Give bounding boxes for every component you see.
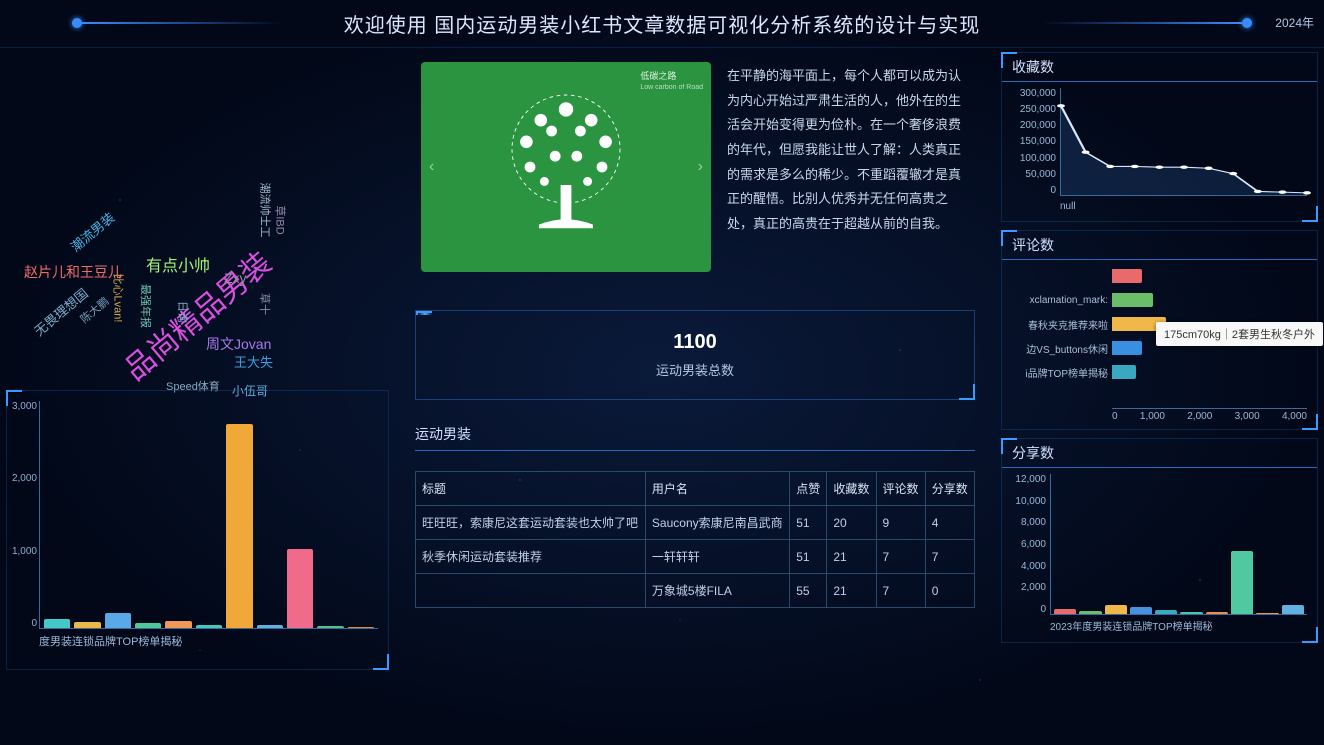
table-cell [416,574,646,608]
table-cell: 55 [790,574,827,608]
hbar-row[interactable]: i品牌TOP榜单揭秘 [1012,360,1307,384]
table-cell: 旺旺旺，索康尼这套运动套装也太帅了吧 [416,506,646,540]
table-cell: 7 [925,540,974,574]
bar[interactable] [1079,611,1101,614]
table-header: 标题 [416,472,646,506]
bar[interactable] [1256,613,1278,614]
bar[interactable] [1105,605,1127,614]
comments-hbar-chart: 评论数 175cm70kg｜2套男生秋冬户外 xclamation_mark:春… [1001,230,1318,430]
bar[interactable] [74,622,100,628]
wordcloud-word: 潮流男装 [66,208,118,256]
bar[interactable] [165,621,191,628]
table-cell: 0 [925,574,974,608]
table-header: 收藏数 [827,472,876,506]
wordcloud-word: 潮流帅士工 [258,183,274,238]
bar[interactable] [1130,607,1152,614]
wordcloud-word: 王大失 [234,352,273,371]
metric-box: 1100 运动男装总数 [415,310,975,400]
table-cell: Saucony索康尼南昌武商 [645,506,789,540]
table-title: 运动男装 [415,418,975,451]
hbar-label: i品牌TOP榜单揭秘 [1012,365,1108,380]
bar[interactable] [1206,612,1228,614]
bar[interactable] [1180,612,1202,614]
image-subtitle: 低碳之路 Low carbon of Road [640,70,703,92]
table-cell: 21 [827,574,876,608]
table-cell: 4 [925,506,974,540]
wordcloud-word: 最强年报 [138,284,154,328]
carousel-next-icon[interactable]: › [694,154,707,180]
table-cell: 21 [827,540,876,574]
data-table-panel: 运动男装 标题用户名点赞收藏数评论数分享数 旺旺旺，索康尼这套运动套装也太帅了吧… [415,418,975,737]
wordcloud-panel: 品尚精品男装有点小帅赵片儿和王豆儿潮流男装无畏理想国周文Jovan王大失小伍哥S… [6,52,389,382]
table-cell: 51 [790,540,827,574]
table-row[interactable]: 秋季休闲运动套装推荐一轩轩轩512177 [416,540,975,574]
table-header: 分享数 [925,472,974,506]
shares-bar-chart: 分享数 02,0004,0006,0008,00010,00012,000 20… [1001,438,1318,643]
tree-icon [476,77,656,257]
favorites-title: 收藏数 [1002,53,1317,82]
table-cell: 9 [876,506,925,540]
wordcloud-word: 日询 [175,301,191,323]
shares-title: 分享数 [1002,439,1317,468]
table-scroll[interactable]: 标题用户名点赞收藏数评论数分享数 旺旺旺，索康尼这套运动套装也太帅了吧Sauco… [415,471,975,681]
metric-label: 运动男装总数 [656,360,734,379]
left-bar-x-label: 度男装连锁品牌TOP榜单揭秘 [39,633,182,649]
bar[interactable] [44,619,70,628]
wordcloud-word: Zxy [224,270,247,286]
wordcloud-word: 草IBD [273,205,289,234]
bar[interactable] [105,613,131,628]
bar[interactable] [348,627,374,629]
bar[interactable] [287,549,313,628]
bar[interactable] [135,623,161,628]
wordcloud-word: 比心Lvan! [110,274,126,323]
hbar-row[interactable]: xclamation_mark: [1012,288,1307,312]
bar[interactable] [1231,551,1253,614]
featured-image[interactable]: ‹ 低碳之路 Low carbo [421,62,711,272]
table-row[interactable]: 万象城5楼FILA552170 [416,574,975,608]
hbar-label: 春秋夹克推荐来啦 [1012,317,1108,332]
table-cell: 万象城5楼FILA [645,574,789,608]
table-cell: 20 [827,506,876,540]
comments-title: 评论数 [1002,231,1317,260]
wordcloud-word: 草十 [257,293,273,315]
bar[interactable] [1282,605,1304,614]
header-date: 2024年 [1275,14,1314,31]
center-image-row: ‹ 低碳之路 Low carbo [421,62,969,282]
left-bar-chart: 01,0002,0003,000 度男装连锁品牌TOP榜单揭秘 [6,390,389,670]
image-description: 在平静的海平面上，每个人都可以成为认为内心开始过严肃生活的人，他外在的生活会开始… [727,62,969,282]
bar[interactable] [226,424,252,628]
bar[interactable] [1054,609,1076,614]
metric-value: 1100 [673,331,716,354]
wordcloud-word: 周文Jovan [206,334,271,354]
favorites-x-label: null [1060,201,1076,212]
data-table: 标题用户名点赞收藏数评论数分享数 旺旺旺，索康尼这套运动套装也太帅了吧Sauco… [415,471,975,608]
table-cell: 一轩轩轩 [645,540,789,574]
hbar-row[interactable] [1012,264,1307,288]
wordcloud-word: 赵片儿和王豆儿 [24,262,122,282]
header: 欢迎使用 国内运动男装小红书文章数据可视化分析系统的设计与实现 2024年 [0,0,1324,48]
table-header: 点赞 [790,472,827,506]
table-row[interactable]: 旺旺旺，索康尼这套运动套装也太帅了吧Saucony索康尼南昌武商512094 [416,506,975,540]
table-cell: 秋季休闲运动套装推荐 [416,540,646,574]
bar[interactable] [257,625,283,628]
table-cell: 7 [876,574,925,608]
wordcloud-word: 有点小帅 [146,252,210,276]
hbar-label: xclamation_mark: [1012,295,1108,306]
table-cell: 51 [790,506,827,540]
table-header: 用户名 [645,472,789,506]
bar[interactable] [1155,610,1177,614]
hbar-label: 边VS_buttons休闲 [1012,341,1108,356]
favorites-line-chart: 收藏数 050,000100,000150,000200,000250,0003… [1001,52,1318,222]
page-title: 欢迎使用 国内运动男装小红书文章数据可视化分析系统的设计与实现 [344,9,981,38]
table-header: 评论数 [876,472,925,506]
table-cell: 7 [876,540,925,574]
bar[interactable] [317,626,343,628]
shares-x-label: 2023年度男装连锁品牌TOP榜单揭秘 [1050,618,1213,633]
bar[interactable] [196,625,222,628]
chart-tooltip: 175cm70kg｜2套男生秋冬户外 [1156,322,1323,346]
carousel-prev-icon[interactable]: ‹ [425,154,438,180]
